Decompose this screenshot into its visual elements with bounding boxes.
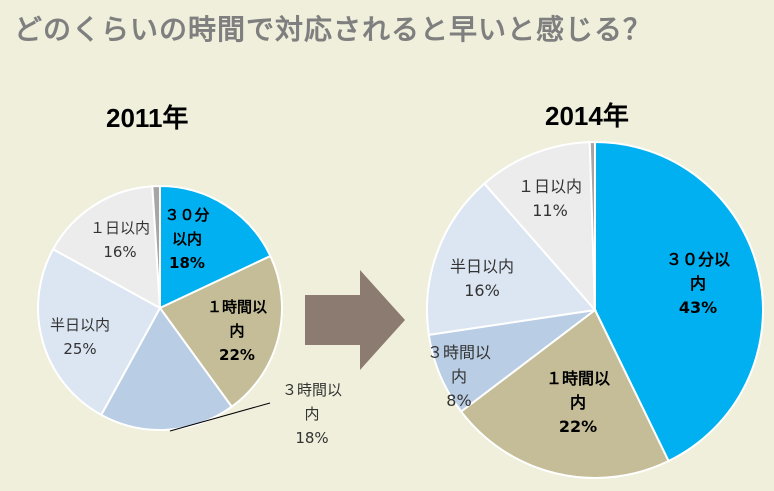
pie-slice [588, 140, 596, 311]
chart-title: どのくらいの時間で対応されると早いと感じる？ [14, 13, 653, 46]
slice-label: ３０分以内 18% [164, 206, 209, 272]
leader-line [169, 402, 271, 432]
pie-slice [459, 308, 670, 479]
pie-slice [482, 141, 597, 313]
pie-slice [159, 184, 272, 310]
pie-2014-title: 2014年 [545, 101, 629, 131]
slice-label: 半日以内 16% [450, 257, 514, 300]
pie-slice [99, 306, 234, 431]
pie-2011: ３０分以内 18% １時間以内 22%３時間以内 18% 半日以内 25% １日以内 16% [37, 184, 342, 447]
slice-label: ３時間以内 18% [282, 381, 342, 447]
right-arrow-icon [305, 270, 405, 370]
pie-slice [51, 185, 162, 310]
pie-2014: ３０分以内 43% １時間以内 22% ３時間以内 8% 半日以内 16%１日以内 11% [426, 140, 764, 479]
slice-label: １日以内 11% [518, 177, 582, 220]
slice-label: ３０分以内 43% [666, 250, 730, 317]
pie-2011-title: 2011年 [106, 103, 189, 133]
slice-label: １時間以内 22% [546, 369, 610, 436]
slice-label: １日以内 16% [90, 219, 150, 261]
pie-slice [37, 247, 162, 417]
slice-label: 半日以内 25% [50, 316, 110, 358]
slice-label: １時間以内 22% [207, 298, 267, 364]
pie-slice [158, 254, 283, 409]
slice-label: ３時間以内 8% [427, 343, 491, 410]
pie-slice [594, 140, 764, 463]
pie-slice [151, 184, 161, 309]
pie-slice [426, 182, 597, 336]
